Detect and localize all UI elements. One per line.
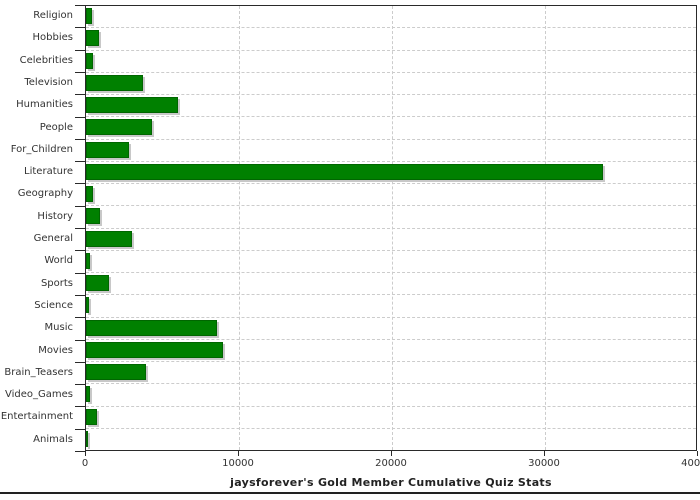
x-axis-tick-label: 10000 [222, 458, 254, 469]
category-label-people: People [39, 121, 73, 133]
bar-movies [86, 341, 223, 358]
chart-row [86, 184, 696, 207]
x-axis-tick [697, 451, 698, 456]
y-axis-tick [75, 161, 86, 162]
category-label-music: Music [44, 322, 73, 334]
plot-area [85, 5, 697, 451]
category-label-religion: Religion [33, 10, 73, 21]
category-label-general: General [33, 233, 73, 244]
category-label-for_children: For_Children [10, 143, 73, 155]
category-label-world: World [44, 255, 73, 267]
bar-humanities [86, 97, 178, 113]
bar-religion [86, 8, 92, 24]
x-axis-tick [391, 451, 392, 456]
x-axis-tick [85, 451, 86, 456]
x-axis-tick-label: 20000 [375, 458, 407, 469]
bar-television [86, 74, 144, 91]
y-axis-tick [75, 117, 86, 118]
category-label-humanities: Humanities [16, 99, 73, 111]
category-label-television: Television [24, 76, 73, 88]
category-label-history: History [37, 210, 73, 222]
category-label-animals: Animals [33, 433, 73, 445]
y-axis-tick [75, 27, 86, 28]
x-axis-tick-label: 30000 [528, 458, 560, 469]
bar-music [86, 319, 217, 336]
bar-celebrities [86, 52, 94, 69]
chart-row [86, 384, 696, 407]
bar-entertainment [86, 408, 97, 425]
bar-brain_teasers [86, 364, 146, 380]
chart-row [86, 206, 696, 229]
x-axis-tick [238, 451, 239, 456]
y-axis-tick [75, 228, 86, 229]
category-label-celebrities: Celebrities [19, 54, 73, 66]
y-axis-tick [75, 206, 86, 207]
y-axis-tick [75, 94, 86, 95]
y-axis-tick [75, 451, 86, 452]
bar-geography [86, 186, 93, 202]
chart-row [86, 73, 696, 95]
bottom-divider [0, 492, 700, 494]
chart-row [86, 229, 696, 251]
category-label-hobbies: Hobbies [32, 32, 73, 44]
y-axis-tick [75, 295, 86, 296]
bar-video_games [86, 386, 91, 403]
chart-row [86, 407, 696, 429]
chart-row [86, 318, 696, 340]
y-axis-tick [75, 139, 86, 140]
y-axis-tick [75, 273, 86, 274]
category-label-literature: Literature [24, 166, 73, 178]
chart-row [86, 51, 696, 73]
category-label-video_games: Video_Games [5, 389, 73, 401]
bar-people [86, 119, 152, 136]
chart-row [86, 95, 696, 118]
category-label-movies: Movies [38, 344, 73, 356]
chart-row [86, 273, 696, 296]
y-axis-tick [75, 183, 86, 184]
bar-hobbies [86, 30, 100, 47]
chart-row [86, 6, 696, 29]
chart-title: jaysforever's Gold Member Cumulative Qui… [230, 476, 552, 489]
bar-general [86, 230, 133, 247]
category-label-geography: Geography [17, 188, 73, 200]
chart-row [86, 162, 696, 184]
chart-row [86, 140, 696, 162]
chart-row [86, 295, 696, 318]
category-label-brain_teasers: Brain_Teasers [4, 366, 73, 378]
bar-history [86, 208, 100, 225]
bar-science [86, 297, 90, 314]
category-label-science: Science [34, 299, 73, 311]
y-axis-tick [75, 72, 86, 73]
x-axis-tick-label: 0 [81, 458, 89, 469]
bar-literature [86, 163, 603, 180]
bar-sports [86, 275, 110, 291]
y-axis-tick [75, 429, 86, 430]
bar-world [86, 252, 91, 269]
x-axis-tick-label: 40000 [681, 458, 700, 469]
chart-row [86, 117, 696, 140]
category-label-sports: Sports [40, 277, 73, 289]
y-axis-tick [75, 384, 86, 385]
y-axis-tick [75, 362, 86, 363]
y-axis-tick [75, 406, 86, 407]
x-axis-tick [544, 451, 545, 456]
y-axis-tick [75, 317, 86, 318]
chart-row [86, 28, 696, 51]
y-axis-tick [75, 5, 86, 6]
bar-for_children [86, 141, 129, 158]
y-axis-tick [75, 340, 86, 341]
category-label-entertainment: Entertainment [0, 411, 73, 423]
chart-row [86, 251, 696, 273]
bar-animals [86, 430, 89, 447]
chart-row [86, 429, 696, 450]
y-axis-tick [75, 250, 86, 251]
chart-row [86, 362, 696, 385]
chart-row [86, 340, 696, 362]
y-axis-tick [75, 50, 86, 51]
